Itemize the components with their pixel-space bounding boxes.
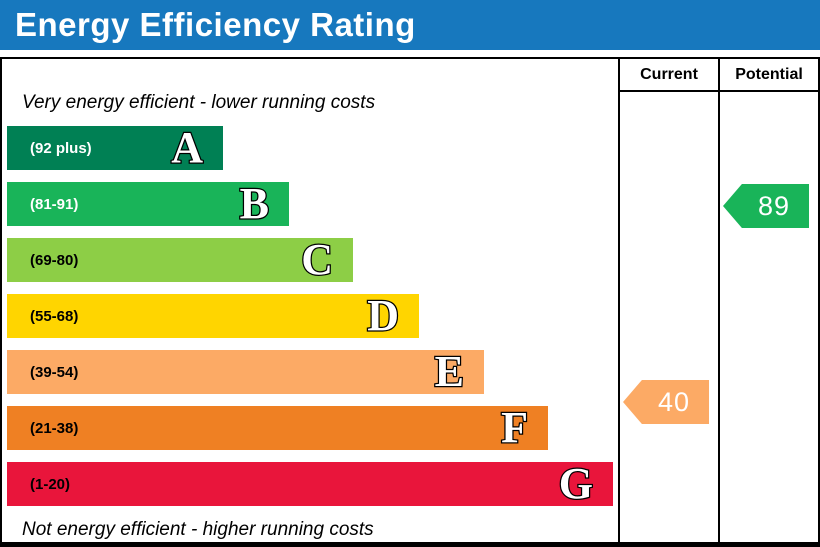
caption-top: Very energy efficient - lower running co… — [22, 91, 376, 113]
page-title: Energy Efficiency Rating — [15, 6, 416, 43]
rating-chart: Very energy efficient - lower running co… — [0, 57, 820, 547]
band-d-bar: (55-68) D — [7, 291, 419, 340]
potential-column-header: Potential — [720, 59, 818, 92]
band-g-bar: (1-20) G — [7, 459, 613, 508]
band-d-range-label: (55-68) — [30, 307, 79, 325]
band-e-bar: (39-54) E — [7, 347, 484, 396]
potential-rating-value: 89 — [757, 190, 791, 221]
bands-column: Very energy efficient - lower running co… — [2, 59, 620, 542]
band-b-range-label: (81-91) — [30, 195, 79, 213]
band-c-range-label: (69-80) — [30, 251, 79, 269]
current-rating-value: 40 — [657, 386, 691, 417]
band-c-bar: (69-80) C — [7, 235, 353, 284]
band-f-letter: F — [500, 403, 529, 452]
band-e-letter: E — [433, 347, 465, 396]
potential-rating-arrow: 89 — [723, 184, 809, 228]
band-a-letter: A — [170, 123, 204, 172]
band-f-bar: (21-38) F — [7, 403, 548, 452]
band-f-range-label: (21-38) — [30, 419, 79, 437]
band-a-range-label: (92 plus) — [30, 139, 92, 157]
current-rating-arrow: 40 — [623, 380, 709, 424]
band-list: (92 plus) A (81-91) B (69-80) C (55-68) … — [2, 123, 618, 518]
band-e-range-label: (39-54) — [30, 363, 79, 381]
band-b-letter: B — [238, 179, 270, 228]
band-c-letter: C — [300, 235, 334, 284]
current-column-header: Current — [620, 59, 718, 92]
title-bar: Energy Efficiency Rating — [0, 0, 820, 50]
band-a-bar: (92 plus) A — [7, 123, 223, 172]
band-g-range-label: (1-20) — [30, 475, 71, 493]
band-b-bar: (81-91) B — [7, 179, 289, 228]
potential-column: Potential 89 — [720, 59, 818, 542]
current-column: Current 40 — [620, 59, 720, 542]
band-g-letter: G — [558, 459, 595, 508]
caption-bottom: Not energy efficient - higher running co… — [22, 519, 374, 540]
band-d-letter: D — [366, 291, 400, 340]
